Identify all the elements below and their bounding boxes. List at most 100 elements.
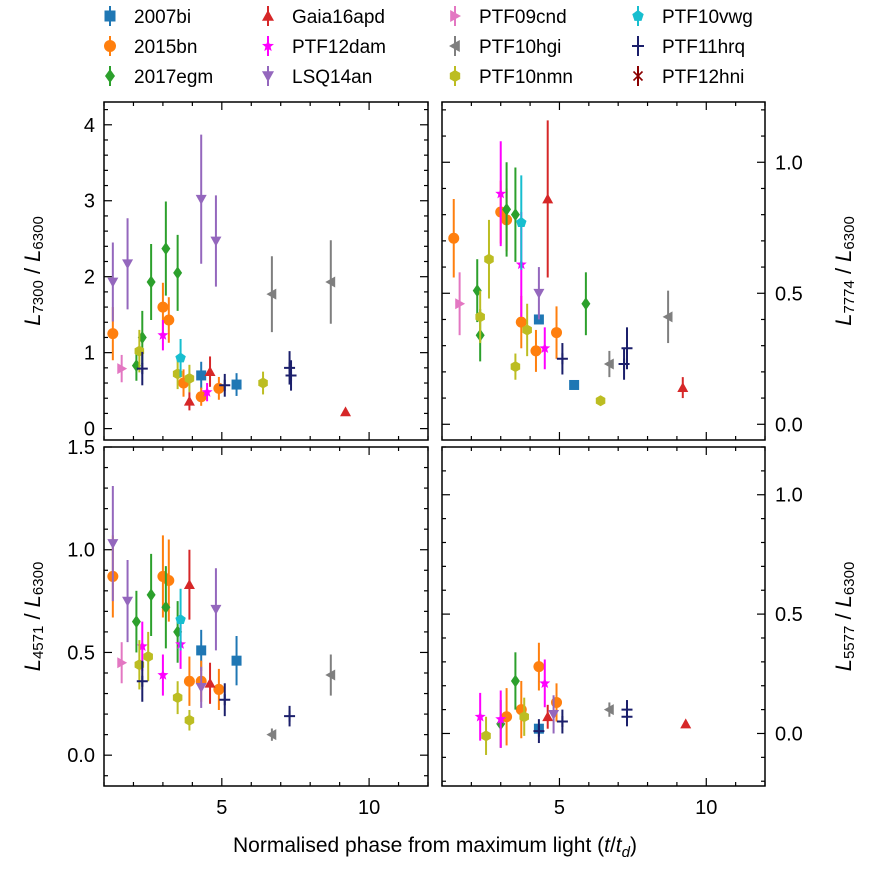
data-point-2007bi bbox=[231, 373, 242, 396]
y-label-subscript: 7300 bbox=[30, 280, 47, 313]
y-tick-label: 0.0 bbox=[775, 414, 803, 436]
data-point-gaia16apd bbox=[183, 392, 195, 411]
data-point-2015bn bbox=[551, 306, 563, 359]
data-point-ptf11hrq bbox=[219, 373, 231, 397]
data-points bbox=[448, 120, 689, 407]
y-label-part: / bbox=[20, 607, 45, 625]
data-point-ptf12dam bbox=[157, 654, 169, 696]
y-label-part: L bbox=[831, 595, 856, 607]
data-point-ptf11hrq bbox=[284, 705, 296, 727]
x-tick-label: 5 bbox=[554, 797, 565, 819]
legend-label: PTF11hrq bbox=[662, 37, 745, 58]
legend-marker-ptf12hni bbox=[632, 70, 644, 82]
data-point-ptf10nmn bbox=[519, 697, 529, 736]
y-tick-label: 1.0 bbox=[775, 485, 803, 507]
data-point-ptf12dam bbox=[495, 690, 507, 748]
data-point-gaia16apd bbox=[204, 662, 216, 704]
legend-entry-ptf10vwg: PTF10vwg bbox=[632, 6, 753, 28]
data-point-ptf10hgi bbox=[603, 702, 614, 717]
point-marker bbox=[183, 579, 195, 590]
data-point-ptf11hrq bbox=[556, 343, 568, 375]
data-point-lsq14an bbox=[122, 560, 134, 643]
y-label-part: / bbox=[831, 262, 856, 280]
legend-entry-ptf09cnd: PTF09cnd bbox=[450, 6, 567, 28]
data-points bbox=[107, 134, 352, 417]
data-point-ptf12dam bbox=[539, 327, 551, 370]
legend-label: PTF10nmn bbox=[479, 67, 573, 88]
point-marker bbox=[213, 683, 225, 695]
y-label-part: L bbox=[831, 659, 856, 671]
legend-marker-ptf10nmn bbox=[449, 70, 461, 82]
legend-marker-ptf10vwg bbox=[632, 10, 644, 21]
data-point-lsq14an bbox=[195, 134, 207, 264]
point-marker bbox=[122, 259, 134, 270]
data-point-2015bn bbox=[195, 387, 207, 406]
point-marker bbox=[175, 614, 186, 625]
point-marker bbox=[195, 682, 207, 693]
point-marker bbox=[581, 297, 591, 311]
data-points bbox=[107, 486, 336, 741]
y-axis-label: L7774 / L6300 bbox=[831, 216, 858, 326]
data-point-ptf12dam bbox=[157, 319, 169, 351]
x-label-part: t bbox=[616, 834, 623, 857]
data-point-ptf10nmn bbox=[258, 371, 268, 395]
point-marker bbox=[533, 661, 545, 673]
legend-entry-ptf10hgi: PTF10hgi bbox=[449, 36, 561, 58]
legend-label: PTF12dam bbox=[292, 37, 386, 58]
point-marker bbox=[621, 342, 633, 354]
legend-marker-2015bn bbox=[104, 40, 116, 52]
data-point-2017egm bbox=[510, 167, 520, 262]
legend-marker-gaia16apd bbox=[262, 10, 274, 21]
point-marker bbox=[172, 692, 183, 704]
legend-label: PTF09cnd bbox=[479, 7, 567, 28]
legend-entry-ptf12hni: PTF12hni bbox=[632, 66, 744, 88]
panel-frame bbox=[103, 101, 429, 441]
legend: 2007bi 2015bn 2017egm Gaia16apd PTF12dam LSQ1… bbox=[104, 6, 753, 88]
point-marker bbox=[548, 709, 560, 720]
legend-label: 2017egm bbox=[134, 67, 213, 88]
legend-entry-ptf12dam: PTF12dam bbox=[262, 36, 386, 58]
point-marker bbox=[210, 604, 222, 615]
point-marker bbox=[175, 352, 186, 363]
point-marker bbox=[325, 276, 336, 288]
point-marker bbox=[136, 640, 148, 651]
legend-entry-ptf11hrq: PTF11hrq bbox=[632, 36, 745, 58]
x-label-part: t bbox=[604, 834, 611, 857]
data-point-2007bi bbox=[196, 361, 207, 390]
data-point-lsq14an bbox=[195, 666, 207, 708]
point-marker bbox=[539, 342, 551, 353]
point-marker bbox=[530, 345, 542, 357]
y-tick-label: 1.5 bbox=[67, 437, 95, 459]
point-marker bbox=[284, 362, 296, 374]
data-point-ptf11hrq bbox=[533, 719, 545, 744]
point-marker bbox=[551, 327, 563, 339]
point-marker bbox=[533, 725, 545, 737]
y-tick-label: 0.5 bbox=[775, 283, 803, 305]
data-point-ptf10nmn bbox=[481, 716, 491, 755]
data-point-lsq14an bbox=[210, 195, 222, 287]
point-marker bbox=[107, 277, 119, 288]
point-marker bbox=[542, 711, 554, 722]
legend-label: PTF10hgi bbox=[479, 37, 561, 58]
x-label-part: d bbox=[622, 844, 631, 861]
point-marker bbox=[196, 370, 207, 381]
data-point-2017egm bbox=[146, 244, 156, 320]
point-marker bbox=[284, 710, 296, 722]
data-point-2007bi bbox=[569, 379, 580, 390]
y-tick-label: 1 bbox=[84, 343, 95, 365]
point-marker bbox=[603, 704, 614, 716]
data-point-ptf10hgi bbox=[325, 240, 336, 324]
data-point-ptf11hrq bbox=[136, 351, 148, 386]
data-point-gaia16apd bbox=[340, 406, 352, 417]
point-marker bbox=[157, 329, 169, 340]
point-marker bbox=[515, 316, 527, 328]
y-label-subscript: 6300 bbox=[30, 562, 47, 595]
data-point-ptf09cnd bbox=[117, 642, 128, 684]
y-label-subscript: 7774 bbox=[841, 280, 858, 313]
y-label-subscript: 5577 bbox=[841, 626, 858, 659]
point-marker bbox=[183, 395, 195, 406]
point-marker bbox=[184, 372, 195, 384]
